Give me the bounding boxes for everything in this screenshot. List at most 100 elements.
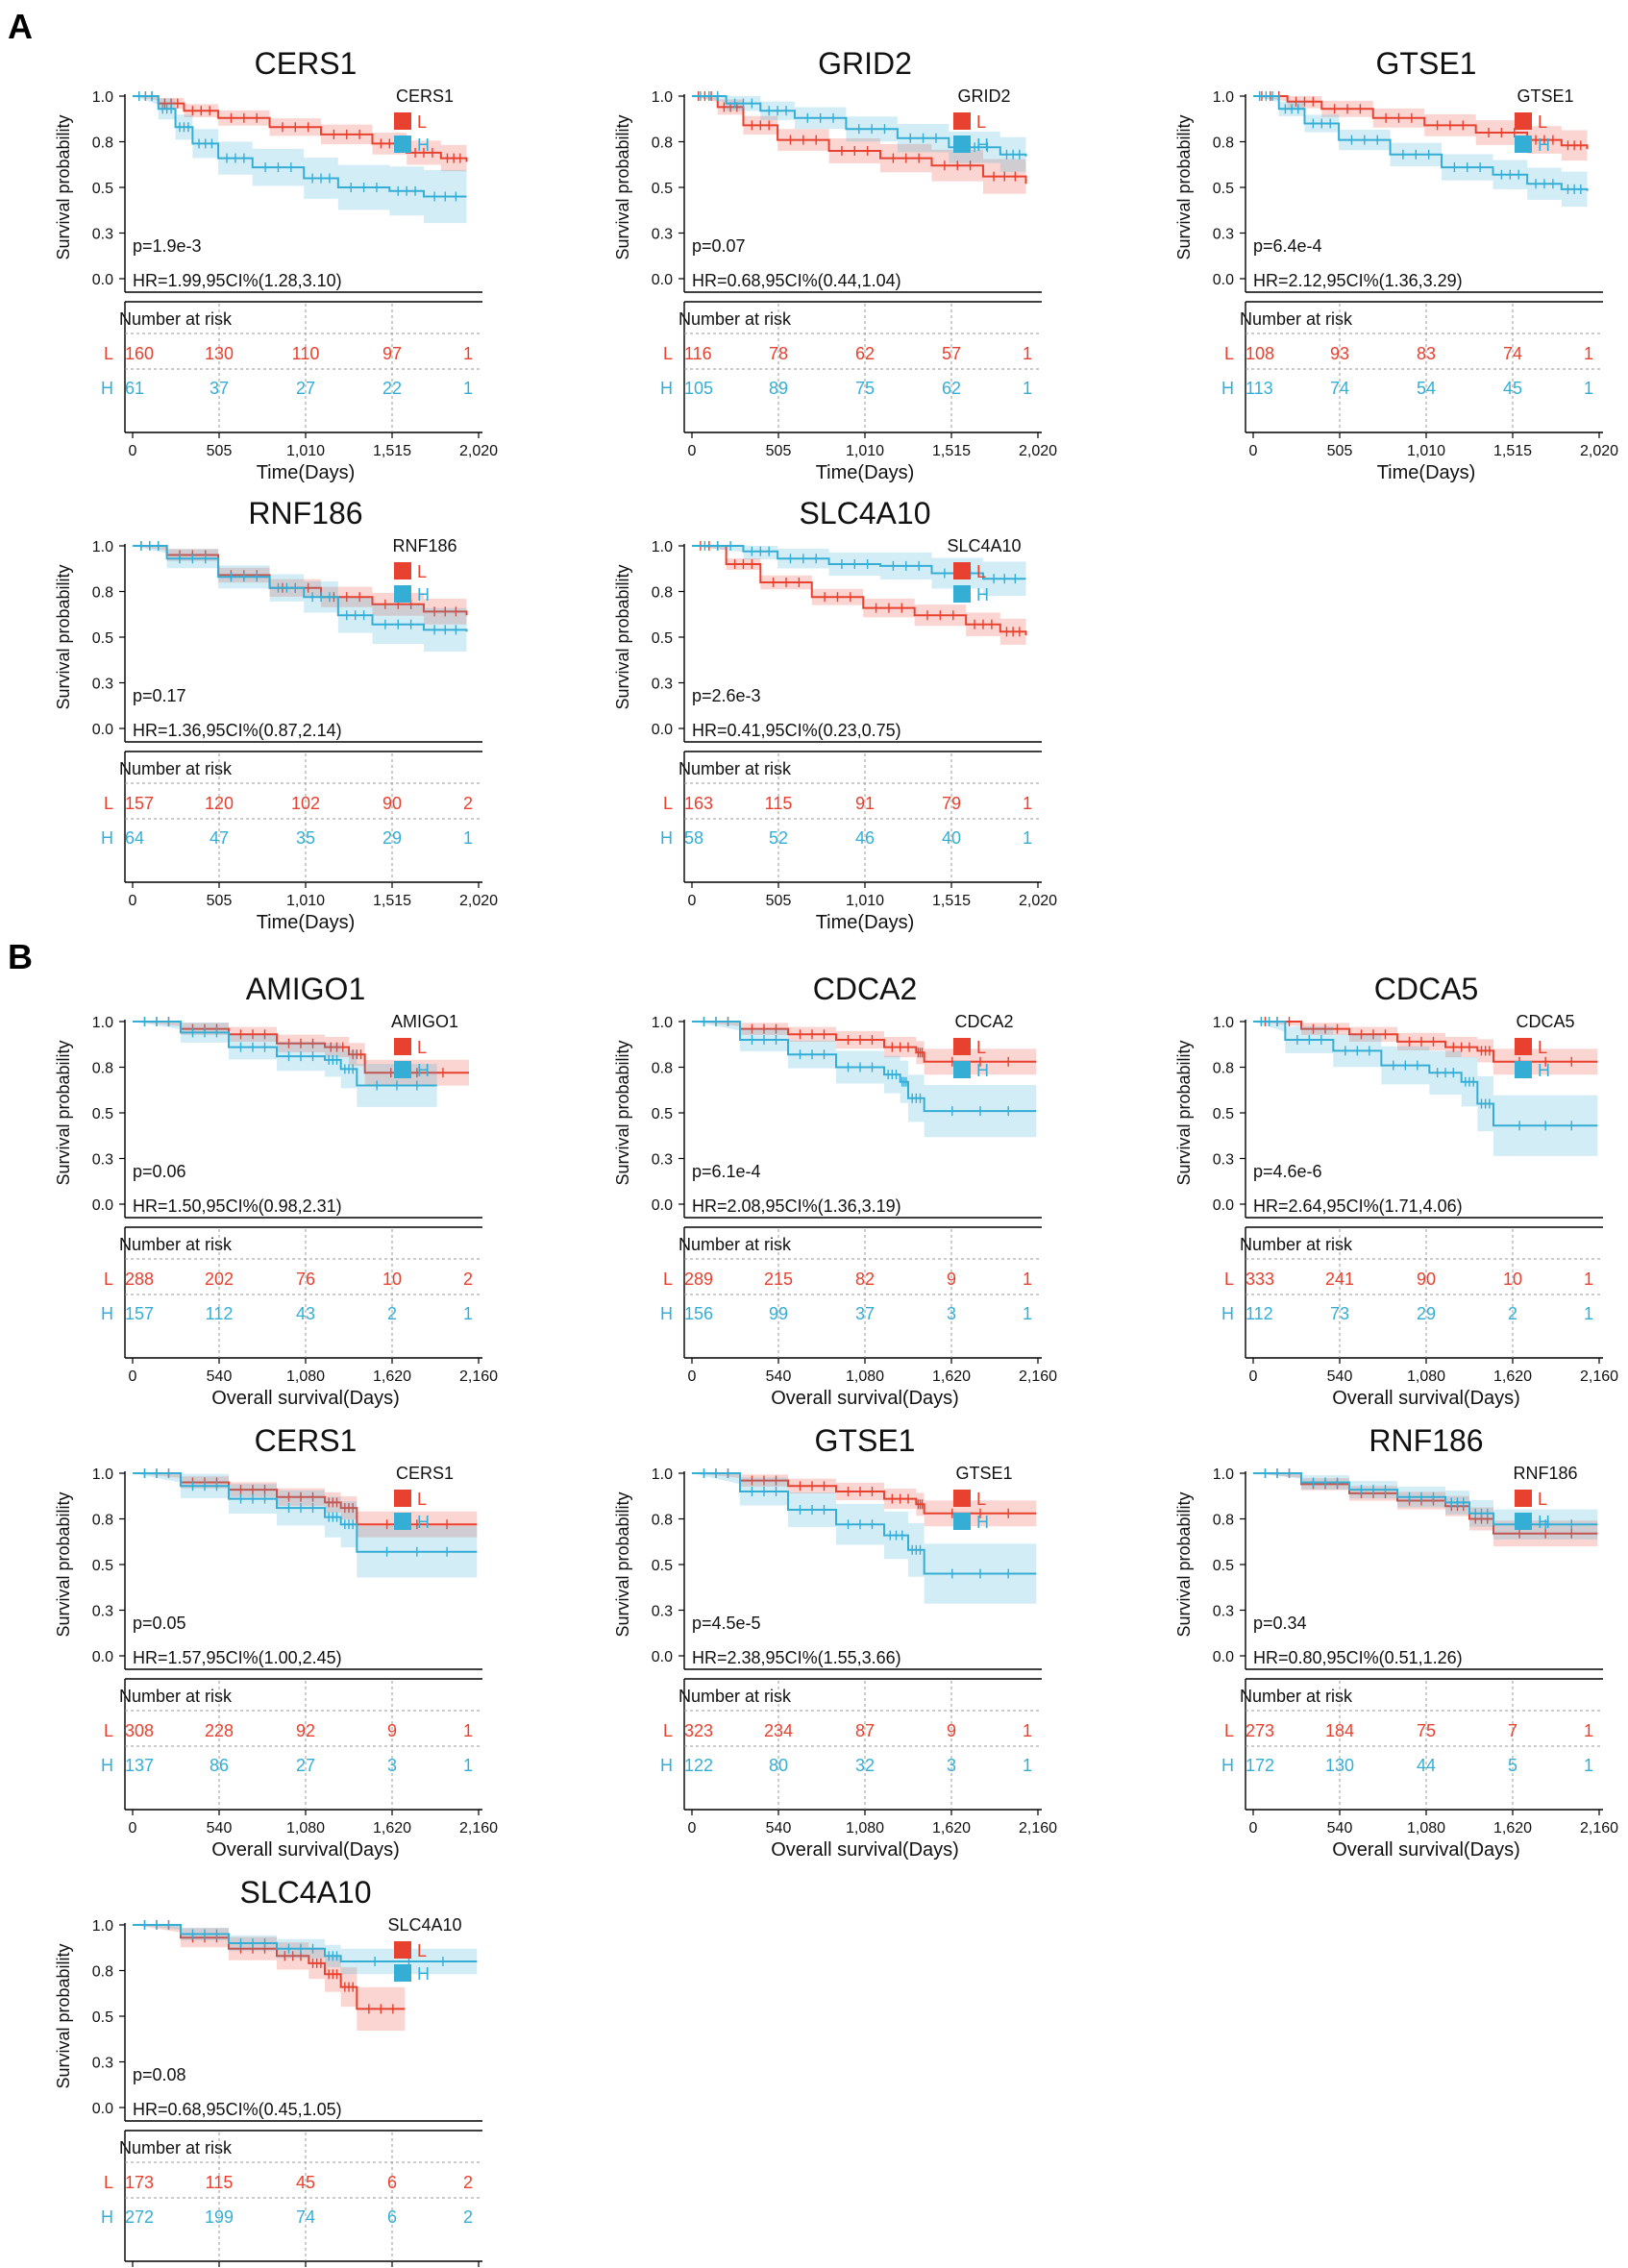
hazard-ratio: HR=0.68,95CI%(0.45,1.05) <box>133 2100 342 2119</box>
km-chart-6: AMIGO1 Survival probability 1.0 0.8 0.5 0.3 0.… <box>54 972 498 1409</box>
risk-value-H: 122 <box>684 1756 713 1775</box>
risk-value-H: 1 <box>1023 379 1032 398</box>
risk-value-L: 91 <box>855 794 875 813</box>
chart-title: CERS1 <box>255 46 358 81</box>
y-tick-label: 0.8 <box>652 136 673 152</box>
legend-swatch-L <box>1515 1490 1532 1507</box>
x-tick-label: 0 <box>129 1820 137 1837</box>
legend-swatch-L <box>953 112 971 130</box>
risk-value-H: 73 <box>1330 1304 1349 1323</box>
ci-band-H <box>133 96 467 226</box>
risk-value-L: 184 <box>1325 1721 1354 1740</box>
y-tick-label: 0.3 <box>652 1604 673 1620</box>
y-tick-label: 0.5 <box>92 630 113 647</box>
y-tick-label: 0.8 <box>652 1513 673 1529</box>
hazard-ratio: HR=2.64,95CI%(1.71,4.06) <box>1253 1196 1463 1216</box>
panel-label-A: A <box>8 7 33 46</box>
risk-row-label-H: H <box>101 2207 113 2227</box>
risk-row-label-L: L <box>1224 1270 1234 1289</box>
risk-table-header: Number at risk <box>1240 1235 1353 1254</box>
risk-value-H: 1 <box>1584 1756 1593 1775</box>
risk-value-H: 113 <box>1246 379 1273 398</box>
x-tick-label: 1,080 <box>286 1368 325 1385</box>
legend-swatch-H <box>394 1513 411 1530</box>
legend-label-L: L <box>1538 1038 1547 1057</box>
y-tick-label: 0.0 <box>92 272 113 288</box>
risk-value-H: 35 <box>296 828 315 848</box>
risk-table-header: Number at risk <box>678 759 792 778</box>
y-tick-label: 0.0 <box>92 2101 113 2117</box>
risk-table-header: Number at risk <box>678 1687 792 1706</box>
legend-title: CDCA2 <box>954 1012 1013 1031</box>
risk-table-header: Number at risk <box>1240 309 1353 329</box>
legend-swatch-H <box>953 585 971 603</box>
x-tick-label: 1,010 <box>846 893 884 909</box>
y-tick-label: 0.8 <box>652 585 673 602</box>
x-tick-label: 1,010 <box>286 443 325 459</box>
risk-row-label-H: H <box>660 828 673 848</box>
risk-value-L: 202 <box>205 1270 234 1289</box>
y-tick-label: 0.3 <box>652 1152 673 1169</box>
risk-value-L: 308 <box>125 1721 154 1740</box>
legend-swatch-L <box>953 1038 971 1055</box>
x-tick-label: 505 <box>766 893 792 909</box>
x-tick-label: 1,620 <box>1493 1368 1532 1385</box>
risk-value-L: 323 <box>684 1721 713 1740</box>
risk-value-H: 1 <box>463 1756 473 1775</box>
legend-title: GTSE1 <box>1517 86 1573 106</box>
km-chart-11: RNF186 Survival probability 1.0 0.8 0.5 0.3 0.… <box>1174 1423 1618 1861</box>
y-tick-label: 0.5 <box>652 630 673 647</box>
risk-value-H: 45 <box>1503 379 1522 398</box>
legend-label-L: L <box>417 1490 427 1509</box>
risk-value-L: 75 <box>1417 1721 1436 1740</box>
risk-value-H: 32 <box>855 1756 875 1775</box>
legend-swatch-L <box>394 1490 411 1507</box>
chart-title: CDCA2 <box>813 972 917 1006</box>
x-tick-label: 2,020 <box>459 893 498 909</box>
legend-label-H: H <box>976 1513 989 1532</box>
ci-band-H <box>692 96 1026 176</box>
ci-band-H <box>133 546 467 655</box>
x-tick-label: 1,080 <box>1407 1368 1445 1385</box>
y-axis-label: Survival probability <box>54 1040 73 1185</box>
risk-value-L: 57 <box>942 344 961 363</box>
hazard-ratio: HR=0.80,95CI%(0.51,1.26) <box>1253 1648 1463 1667</box>
risk-value-L: 76 <box>296 1270 315 1289</box>
x-tick-label: 2,020 <box>1580 443 1618 459</box>
risk-value-H: 137 <box>125 1756 154 1775</box>
risk-value-L: 90 <box>382 794 402 813</box>
y-tick-label: 0.0 <box>92 1649 113 1665</box>
risk-value-L: 7 <box>1508 1721 1517 1740</box>
risk-value-L: 6 <box>387 2173 397 2192</box>
risk-value-H: 1 <box>1023 1756 1032 1775</box>
x-axis-label: Overall survival(Days) <box>1332 1388 1520 1409</box>
p-value: p=0.06 <box>133 1162 186 1181</box>
survival-curve-L <box>133 545 468 616</box>
y-tick-label: 0.5 <box>92 1106 113 1122</box>
risk-value-H: 74 <box>296 2207 315 2227</box>
risk-value-L: 110 <box>292 344 320 363</box>
legend-label-L: L <box>976 1038 986 1057</box>
risk-value-L: 228 <box>205 1721 234 1740</box>
risk-row-label-L: L <box>663 1721 673 1740</box>
x-tick-label: 505 <box>766 443 792 459</box>
y-tick-label: 0.5 <box>1213 181 1234 197</box>
p-value: p=4.5e-5 <box>692 1614 761 1633</box>
x-tick-label: 1,080 <box>286 1820 325 1837</box>
y-tick-label: 0.8 <box>92 1964 113 1981</box>
ci-band-L <box>133 96 467 177</box>
x-axis-label: Time(Days) <box>816 912 915 933</box>
km-chart-10: GTSE1 Survival probability 1.0 0.8 0.5 0.3 0.0… <box>613 1423 1057 1861</box>
risk-value-L: 9 <box>947 1270 956 1289</box>
x-axis-label: Overall survival(Days) <box>211 1388 400 1409</box>
ci-band-L <box>133 1473 478 1540</box>
risk-value-H: 40 <box>942 828 961 848</box>
risk-value-L: 1 <box>463 344 473 363</box>
x-tick-label: 1,080 <box>846 1368 884 1385</box>
x-tick-label: 0 <box>129 443 137 459</box>
risk-value-H: 3 <box>947 1304 956 1323</box>
km-chart-5: SLC4A10 Survival probability 1.0 0.8 0.5 0.3 0… <box>613 496 1057 933</box>
y-tick-label: 0.3 <box>92 1604 113 1620</box>
y-tick-label: 0.5 <box>652 1106 673 1122</box>
